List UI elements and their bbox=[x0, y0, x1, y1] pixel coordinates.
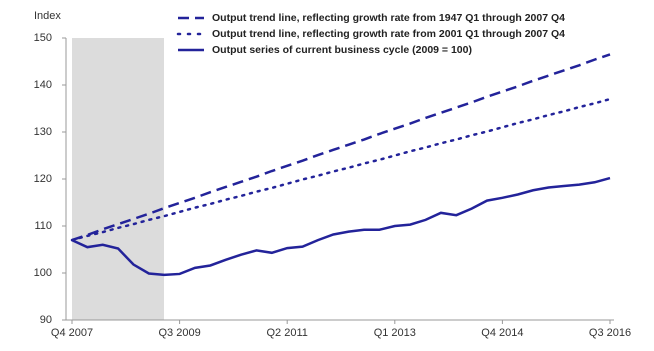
series-line bbox=[71, 176, 611, 277]
x-tick-label: Q3 2009 bbox=[158, 327, 200, 339]
y-tick-label: 120 bbox=[34, 173, 52, 185]
recession-shading bbox=[72, 38, 164, 320]
legend-label: Output trend line, reflecting growth rat… bbox=[212, 28, 565, 40]
x-tick-label: Q3 2016 bbox=[589, 327, 631, 339]
legend-label: Output series of current business cycle … bbox=[212, 44, 472, 56]
y-tick-label: 140 bbox=[34, 79, 52, 91]
y-axis-label: Index bbox=[34, 10, 61, 22]
legend-label: Output trend line, reflecting growth rat… bbox=[212, 12, 565, 24]
y-tick-label: 130 bbox=[34, 126, 52, 138]
series-line bbox=[71, 53, 611, 242]
x-tick-label: Q4 2014 bbox=[481, 327, 523, 339]
y-tick-label: 90 bbox=[40, 314, 52, 326]
x-tick-label: Q1 2013 bbox=[374, 327, 416, 339]
x-tick-label: Q4 2007 bbox=[51, 327, 93, 339]
x-tick-label: Q2 2011 bbox=[267, 327, 308, 339]
series-line bbox=[70, 97, 612, 242]
y-tick-label: 100 bbox=[34, 267, 52, 279]
y-tick-label: 110 bbox=[34, 220, 52, 232]
y-tick-label: 150 bbox=[34, 32, 52, 44]
